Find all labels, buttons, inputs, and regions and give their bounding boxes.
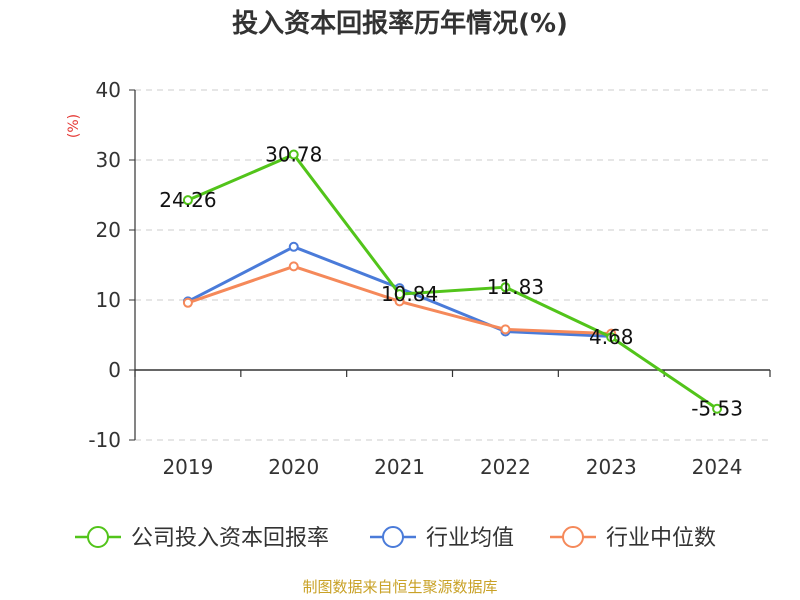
- data-label: -5.53: [691, 397, 743, 421]
- series-line-0: [187, 153, 718, 410]
- data-point-0: [500, 282, 511, 293]
- y-axis-label: (%): [66, 114, 82, 138]
- y-tick-labels: -10 0 10 20 30 40: [88, 78, 121, 452]
- y-tick-label: 40: [96, 78, 121, 102]
- x-tick-label: 2024: [692, 455, 743, 479]
- data-label: 30.78: [265, 143, 322, 167]
- source-note: 制图数据来自恒生聚源数据库: [302, 578, 497, 596]
- x-tick-label: 2021: [374, 455, 425, 479]
- y-tick-label: 20: [96, 218, 121, 242]
- x-tick-labels: 2019 2020 2021 2022 2023 2024: [162, 455, 742, 479]
- x-tick-label: 2022: [480, 455, 531, 479]
- y-tick-label: 10: [96, 288, 121, 312]
- data-label: 11.83: [487, 275, 544, 299]
- legend-label-1: 行业均值: [426, 526, 514, 551]
- data-point-1: [288, 241, 299, 252]
- x-axis: [134, 90, 771, 440]
- data-label: 10.84: [381, 282, 438, 306]
- data-point-0: [606, 332, 617, 343]
- y-tick-label: 0: [108, 358, 121, 382]
- series-lines: [182, 149, 723, 414]
- legend-label-0: 公司投入资本回报率: [131, 526, 329, 551]
- data-label: 24.26: [159, 188, 216, 212]
- data-point-0: [288, 149, 299, 160]
- legend-marker-0: [87, 526, 109, 548]
- y-tick-label: -10: [88, 428, 121, 452]
- legend-label-2: 行业中位数: [606, 526, 716, 551]
- x-tick-label: 2023: [586, 455, 637, 479]
- y-tick-label: 30: [96, 148, 121, 172]
- chart-title: 投入资本回报率历年情况(%): [232, 8, 568, 39]
- grid-lines: [129, 89, 770, 441]
- legend-marker-2: [562, 526, 584, 548]
- data-point-2: [288, 261, 299, 272]
- data-point-0: [182, 195, 193, 206]
- data-point-0: [712, 403, 723, 414]
- data-label: 4.68: [589, 325, 634, 349]
- legend-marker-1: [382, 526, 404, 548]
- data-point-2: [182, 297, 193, 308]
- data-labels: 24.26 30.78 10.84 11.83 4.68 -5.53: [159, 143, 743, 421]
- x-tick-label: 2019: [162, 455, 213, 479]
- legend: 公司投入资本回报率 行业均值 行业中位数: [75, 526, 716, 551]
- x-tick-label: 2020: [268, 455, 319, 479]
- data-point-0: [394, 289, 405, 300]
- data-point-2: [500, 324, 511, 335]
